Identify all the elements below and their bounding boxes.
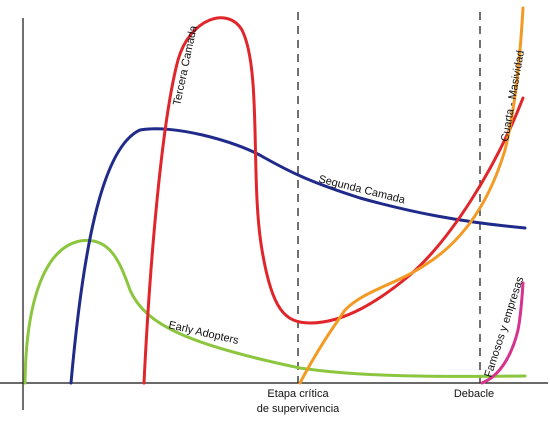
famosos-empresas-curve (480, 281, 525, 385)
supervivencia-label: de supervivencia (257, 403, 340, 415)
early-adopters-curve (23, 238, 527, 385)
debacle-label: Debacle (454, 388, 494, 400)
cuarta-masividad-label: Cuarta - Masividad (499, 50, 527, 143)
segunda-camada-curve (69, 127, 527, 385)
etapa-critica-label: Etapa crítica (267, 388, 329, 400)
cuarta-masividad-curve (298, 6, 525, 385)
segunda-camada-label: Segunda Camada (317, 173, 407, 206)
